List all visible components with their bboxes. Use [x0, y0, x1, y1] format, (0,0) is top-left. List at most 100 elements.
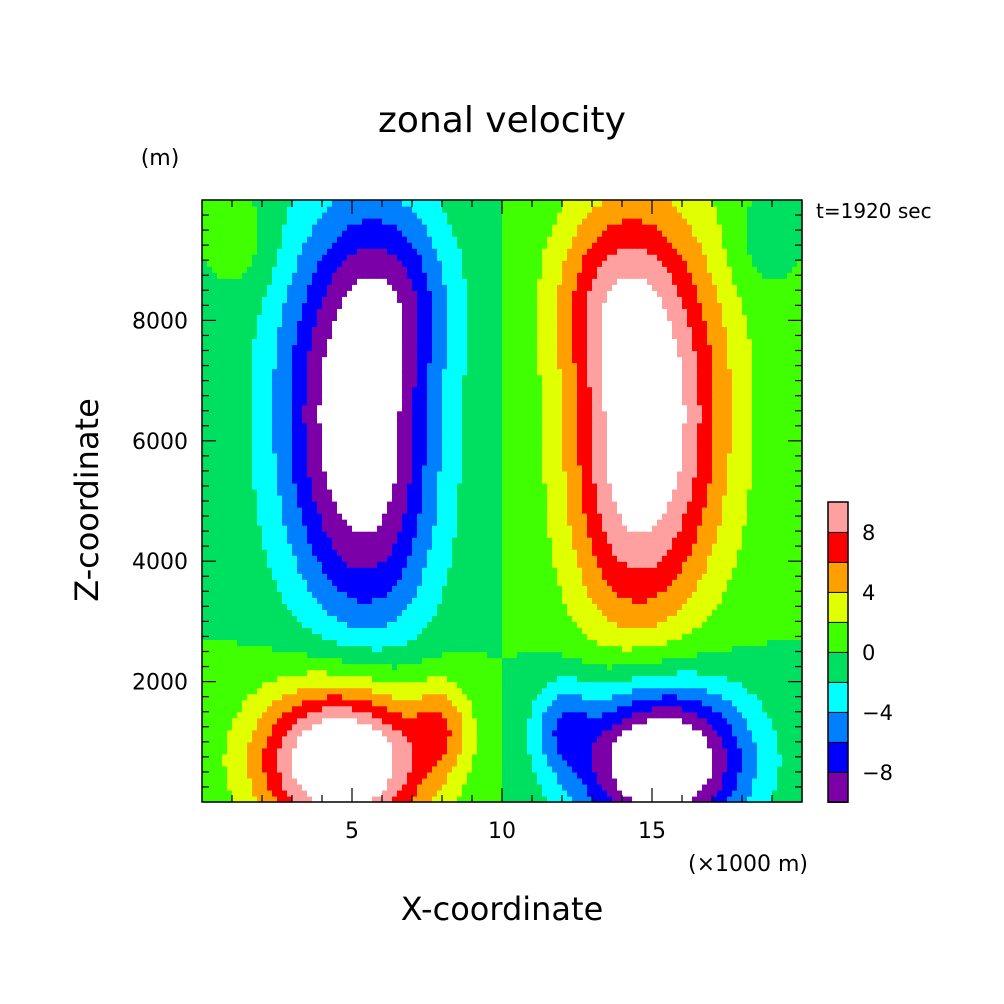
field-cell — [472, 639, 478, 647]
field-cell — [622, 705, 628, 713]
field-cell — [672, 639, 678, 647]
field-cell — [747, 579, 753, 586]
field-cell — [587, 789, 593, 797]
field-cell — [707, 723, 713, 731]
field-cell — [287, 549, 293, 556]
field-cell — [237, 753, 243, 761]
field-cell — [752, 573, 758, 580]
field-cell — [532, 639, 538, 647]
field-cell — [742, 723, 748, 731]
field-cell — [737, 795, 743, 803]
field-cell — [582, 633, 588, 641]
field-cell — [692, 747, 698, 755]
field-cell — [342, 741, 348, 749]
field-cell — [642, 669, 648, 677]
field-cell — [337, 777, 343, 785]
field-cell — [442, 555, 448, 562]
field-cell — [627, 771, 633, 779]
field-cell — [617, 789, 623, 797]
field-cell — [537, 693, 543, 701]
field-cell — [362, 603, 368, 610]
field-cell — [357, 729, 363, 737]
field-cell — [267, 627, 273, 635]
field-cell — [257, 741, 263, 749]
field-cell — [497, 549, 503, 556]
field-cell — [617, 627, 623, 635]
field-cell — [332, 549, 338, 556]
field-cell — [312, 603, 318, 610]
field-cell — [492, 735, 498, 743]
field-cell — [527, 759, 533, 767]
field-cell — [482, 645, 488, 653]
field-cell — [697, 723, 703, 731]
field-cell — [752, 603, 758, 610]
field-cell — [482, 561, 488, 568]
field-cell — [302, 765, 308, 773]
field-cell — [747, 777, 753, 785]
field-cell — [332, 699, 338, 707]
field-cell — [602, 657, 608, 665]
field-cell — [437, 555, 443, 562]
field-cell — [747, 687, 753, 695]
field-cell — [697, 675, 703, 683]
field-cell — [487, 585, 493, 592]
field-cell — [757, 621, 763, 629]
field-cell — [362, 723, 368, 731]
field-cell — [637, 555, 643, 562]
field-cell — [327, 663, 333, 671]
field-cell — [207, 651, 213, 659]
field-cell — [382, 663, 388, 671]
field-cell — [592, 555, 598, 562]
field-cell — [677, 705, 683, 713]
field-cell — [262, 627, 268, 635]
field-cell — [487, 639, 493, 647]
field-cell — [652, 639, 658, 647]
field-cell — [237, 759, 243, 767]
field-cell — [422, 627, 428, 635]
field-cell — [457, 603, 463, 610]
field-cell — [502, 585, 508, 592]
field-cell — [227, 549, 233, 556]
field-cell — [742, 669, 748, 677]
field-cell — [412, 549, 418, 556]
field-cell — [402, 753, 408, 761]
field-cell — [422, 681, 428, 689]
field-cell — [767, 693, 773, 701]
field-cell — [537, 597, 543, 604]
field-cell — [752, 777, 758, 785]
field-cell — [497, 657, 503, 665]
field-cell — [412, 783, 418, 791]
field-cell — [712, 639, 718, 647]
field-cell — [537, 549, 543, 556]
field-cell — [682, 627, 688, 635]
field-cell — [572, 723, 578, 731]
field-cell — [702, 669, 708, 677]
field-cell — [607, 759, 613, 767]
field-cell — [682, 555, 688, 562]
field-cell — [617, 567, 623, 574]
field-cell — [627, 657, 633, 665]
field-cell — [622, 777, 628, 785]
field-cell — [602, 741, 608, 749]
field-cell — [617, 609, 623, 616]
field-cell — [457, 573, 463, 580]
field-cell — [297, 777, 303, 785]
field-cell — [587, 633, 593, 641]
field-cell — [302, 771, 308, 779]
field-cell — [282, 711, 288, 719]
field-cell — [787, 759, 793, 767]
field-cell — [372, 627, 378, 635]
field-cell — [757, 711, 763, 719]
field-cell — [767, 615, 773, 622]
field-cell — [447, 789, 453, 797]
field-cell — [712, 711, 718, 719]
field-cell — [612, 645, 618, 653]
field-cell — [582, 723, 588, 731]
field-cell — [672, 747, 678, 755]
field-cell — [462, 615, 468, 622]
field-cell — [772, 603, 778, 610]
field-cell — [267, 621, 273, 629]
field-cell — [422, 633, 428, 641]
field-cell — [777, 657, 783, 665]
field-cell — [312, 753, 318, 761]
